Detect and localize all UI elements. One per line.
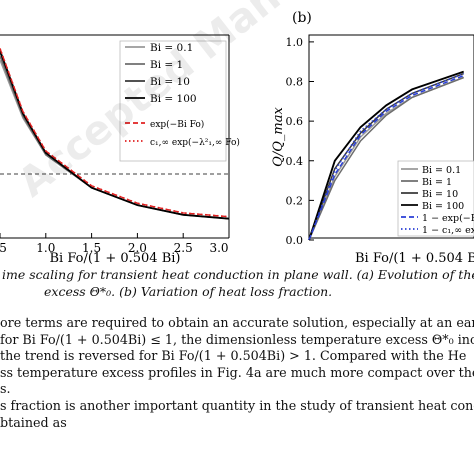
panel-a-x-tick-label: 2.0 bbox=[128, 241, 147, 255]
panel-b-frame bbox=[308, 34, 474, 239]
panel-a-legend-label: Bi = 10 bbox=[150, 76, 190, 88]
panel-a-legend-label: exp(−Bi Fo) bbox=[150, 119, 204, 130]
panel-a-legend-label: Bi = 100 bbox=[150, 93, 197, 105]
panel-a-series-line bbox=[0, 50, 230, 220]
figure-caption: ime scaling for transient heat conductio… bbox=[0, 266, 474, 300]
panel-a-legend-label: Bi = 1 bbox=[150, 59, 183, 71]
panel-b-label: (b) bbox=[292, 10, 312, 26]
caption-line-1: ime scaling for transient heat conductio… bbox=[2, 267, 474, 282]
panel-a-series bbox=[0, 48, 230, 220]
body-line-7: btained as bbox=[0, 414, 67, 430]
panel-a: 5 1.0 1.5 2.0 2.5 3.0 Bi Fo/(1 + 0.504 Bi) Bi… bbox=[0, 34, 240, 266]
panel-a-x-tick-label: 3.0 bbox=[209, 241, 228, 255]
panel-a-legend: Bi = 0.1 Bi = 1 Bi = 10 Bi = 100 exp(−Bi Fo)… bbox=[119, 40, 240, 162]
panel-b-xlabel: Bi Fo/(1 + 0.504 Bi bbox=[355, 251, 474, 266]
panel-a-legend-label: Bi = 0.1 bbox=[150, 42, 193, 54]
panel-b-series-line bbox=[308, 76, 464, 241]
panel-b-legend-label: Bi = 10 bbox=[422, 189, 458, 200]
panel-b-ylabel: Q/Q_max bbox=[271, 107, 286, 167]
panel-b-legend-label: Bi = 1 bbox=[422, 177, 452, 188]
panel-b-y-tick-label: 1.0 bbox=[286, 36, 304, 49]
body-line-2: for Bi Fo/(1 + 0.504Bi) ≤ 1, the dimensi… bbox=[0, 331, 474, 347]
figure: 5 1.0 1.5 2.0 2.5 3.0 Bi Fo/(1 + 0.504 Bi) Bi… bbox=[0, 10, 474, 266]
panel-b-series-line bbox=[308, 72, 464, 241]
panel-a-x-tick-label: 2.5 bbox=[174, 241, 193, 255]
panel-b: (b) 0.0 0.2 0.4 0.6 0.8 1.0 Q/Q_max Bi Fo/(1 … bbox=[271, 10, 474, 266]
panel-b-y-ticks: 0.0 0.2 0.4 0.6 0.8 1.0 bbox=[286, 36, 314, 247]
body-line-3: the trend is reversed for Bi Fo/(1 + 0.5… bbox=[0, 348, 467, 364]
panel-b-series-line bbox=[308, 70, 465, 241]
panel-a-x-tick-label: 1.5 bbox=[82, 241, 101, 255]
panel-b-legend-label: Bi = 100 bbox=[422, 201, 464, 212]
panel-b-legend-label: 1 − c₁,∞ exp(− bbox=[422, 225, 474, 236]
panel-a-x-ticks: 5 1.0 1.5 2.0 2.5 3.0 bbox=[0, 233, 230, 255]
panel-b-y-tick-label: 0.8 bbox=[286, 76, 304, 89]
panel-b-legend-box bbox=[397, 160, 474, 237]
body-line-5: s. bbox=[0, 381, 11, 397]
body-line-4: ss temperature excess profiles in Fig. 4… bbox=[0, 364, 474, 380]
figure-svg: 5 1.0 1.5 2.0 2.5 3.0 Bi Fo/(1 + 0.504 Bi) Bi… bbox=[0, 10, 474, 266]
panel-b-legend-label: Bi = 0.1 bbox=[422, 165, 461, 176]
panel-a-legend-label: c₁,∞ exp(−λ²₁,∞ Fo) bbox=[150, 137, 240, 148]
panel-b-series-line bbox=[308, 74, 464, 241]
panel-b-y-tick-label: 0.2 bbox=[286, 194, 304, 207]
panel-b-y-tick-label: 0.0 bbox=[286, 234, 304, 247]
panel-b-series bbox=[308, 70, 465, 241]
panel-a-xlabel: Bi Fo/(1 + 0.504 Bi) bbox=[50, 251, 181, 266]
body-line-1: ore terms are required to obtain an accu… bbox=[0, 315, 474, 330]
panel-a-exp-curve bbox=[0, 48, 230, 218]
panel-b-y-tick-label: 0.4 bbox=[286, 155, 304, 168]
body-line-6: s fraction is another important quantity… bbox=[0, 397, 474, 413]
panel-b-y-tick-label: 0.6 bbox=[286, 115, 304, 128]
panel-a-x-tick-label: 1.0 bbox=[36, 241, 55, 255]
caption-line-2: excess Θ*₀. (b) Variation of heat loss f… bbox=[44, 284, 333, 299]
body-text: ore terms are required to obtain an accu… bbox=[0, 315, 474, 431]
panel-a-x-tick-label: 5 bbox=[0, 241, 7, 255]
panel-b-legend-label: 1 − exp(−Bi F bbox=[422, 213, 474, 224]
